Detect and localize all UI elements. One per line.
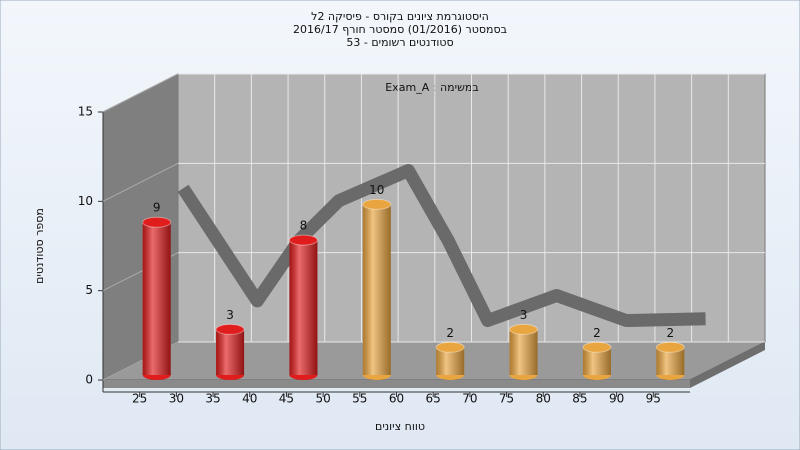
value-label: 2 [666, 326, 674, 340]
bar [142, 216, 172, 380]
value-label: 2 [593, 326, 601, 340]
value-label: 3 [226, 308, 234, 322]
y-tick-label: 0 [85, 373, 93, 387]
x-tick-label: 25 [132, 392, 147, 406]
x-tick-label: 40 [242, 392, 257, 406]
bar-part [509, 329, 538, 375]
value-label: 2 [446, 326, 454, 340]
bar [362, 198, 392, 380]
chart-subtitle: בסמסטר (01/2016) סמסטר חורף 2016/17 [293, 23, 507, 36]
bar [435, 341, 465, 380]
bar [288, 234, 318, 380]
x-tick-label: 75 [499, 392, 514, 406]
x-tick-label: 65 [426, 392, 441, 406]
grid-line [102, 162, 179, 202]
floor-edge [690, 342, 765, 388]
chart-title: היסטוגרמת ציונים בקורס - פיסיקה 2ל [311, 10, 489, 23]
trend-curve [177, 163, 706, 328]
x-tick-label: 50 [315, 392, 330, 406]
x-tick-label: 85 [572, 392, 587, 406]
x-tick-label: 55 [352, 392, 367, 406]
bar-part [142, 216, 172, 228]
value-label: 9 [153, 201, 161, 215]
value-label: 10 [369, 183, 384, 197]
x-tick-label: 90 [609, 392, 624, 406]
bar [215, 323, 245, 380]
bar-part [655, 341, 685, 353]
bar-part [216, 329, 245, 375]
annotation: במשימה : Exam_A [385, 81, 478, 94]
x-tick-label: 70 [462, 392, 477, 406]
x-tick-label: 95 [646, 392, 661, 406]
x-axis-label: טווח ציונים [375, 420, 425, 433]
bar-part [362, 204, 391, 375]
y-tick-label: 15 [78, 105, 93, 119]
x-tick-label: 45 [279, 392, 294, 406]
bar-part [362, 198, 392, 210]
chart-subtitle: סטודנטים רשומים - 53 [346, 36, 453, 49]
x-tick-label: 80 [536, 392, 551, 406]
y-axis-label: מספר סטודנטים [33, 208, 46, 284]
bar [509, 323, 539, 380]
y-tick-label: 10 [78, 194, 93, 208]
y-tick-label: 5 [85, 283, 93, 297]
x-tick-label: 35 [205, 392, 220, 406]
x-tick-label: 60 [389, 392, 404, 406]
bar [655, 341, 685, 380]
value-label: 3 [520, 308, 528, 322]
bar-part [142, 222, 171, 375]
floor-front [103, 380, 690, 388]
bar-part [288, 234, 318, 246]
bar-part [435, 341, 465, 353]
bar-part [509, 323, 539, 335]
bar-part [582, 341, 612, 353]
grid-line [102, 73, 179, 113]
bar [582, 341, 612, 380]
x-tick-label: 30 [169, 392, 184, 406]
value-label: 8 [300, 219, 308, 233]
bar-part [215, 323, 245, 335]
bar-part [289, 240, 318, 375]
